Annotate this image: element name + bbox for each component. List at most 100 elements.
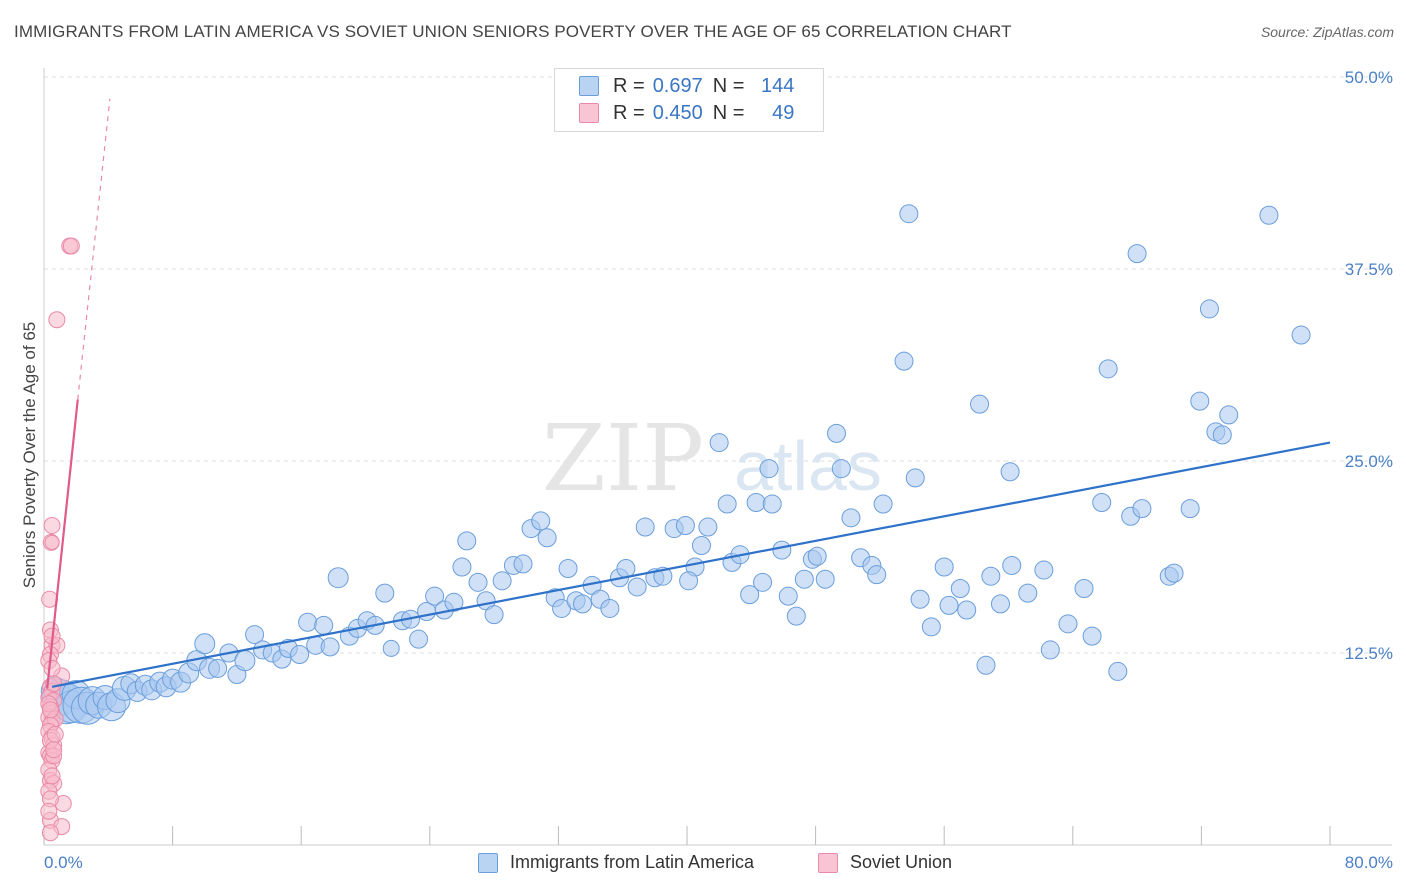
y-tick-label: 25.0% — [1345, 452, 1393, 471]
data-point-latin-america — [675, 516, 695, 536]
data-point-latin-america — [1219, 405, 1239, 425]
data-point-latin-america — [794, 569, 814, 589]
data-point-latin-america — [1000, 462, 1020, 482]
data-point-latin-america — [320, 637, 340, 657]
data-point-latin-america — [1212, 425, 1232, 445]
data-point-latin-america — [425, 586, 445, 606]
data-point-latin-america — [573, 594, 593, 614]
data-point-latin-america — [375, 583, 395, 603]
legend-n-value: 49 — [772, 101, 795, 124]
data-point-latin-america — [740, 585, 760, 605]
y-tick-label: 50.0% — [1345, 68, 1393, 87]
data-point-latin-america — [981, 566, 1001, 586]
legend-swatch-blue — [579, 76, 599, 96]
series-legend-soviet-union: Soviet Union — [818, 852, 952, 873]
data-point-latin-america — [778, 586, 798, 606]
data-point-latin-america — [1132, 499, 1152, 519]
data-point-latin-america — [746, 492, 766, 512]
series-soviet-union — [40, 237, 80, 842]
data-point-soviet-union — [43, 767, 61, 785]
data-point-latin-america — [290, 645, 310, 665]
data-point-latin-america — [709, 433, 729, 453]
data-point-latin-america — [934, 557, 954, 577]
data-point-latin-america — [1074, 578, 1094, 598]
data-point-latin-america — [867, 565, 887, 585]
data-point-latin-america — [976, 655, 996, 675]
data-point-latin-america — [970, 394, 990, 414]
data-point-soviet-union — [46, 725, 64, 743]
data-point-latin-america — [513, 554, 533, 574]
x-tick-label: 80.0% — [1345, 853, 1393, 872]
data-point-latin-america — [679, 571, 699, 591]
trendline-latin-america — [51, 441, 1331, 688]
data-point-latin-america — [1199, 299, 1219, 319]
data-point-latin-america — [245, 625, 265, 645]
data-point-latin-america — [635, 517, 655, 537]
data-point-soviet-union — [44, 534, 60, 550]
data-point-latin-america — [1040, 640, 1060, 660]
watermark-zip: ZIP — [542, 405, 704, 512]
data-point-latin-america — [537, 528, 557, 548]
data-point-latin-america — [899, 204, 919, 224]
data-point-latin-america — [531, 511, 551, 531]
data-point-latin-america — [950, 578, 970, 598]
series-name-soviet-union: Soviet Union — [850, 852, 953, 872]
data-point-latin-america — [873, 494, 893, 514]
x-tick-label: 0.0% — [44, 853, 83, 872]
legend-n-label: N = — [712, 101, 745, 124]
trendline-soviet-union-extension — [77, 98, 111, 400]
data-point-soviet-union — [41, 701, 59, 719]
data-point-latin-america — [1058, 614, 1078, 634]
data-point-latin-america — [1190, 391, 1210, 411]
legend-r-label: R = — [613, 101, 645, 124]
data-point-latin-america — [627, 577, 647, 597]
data-point-latin-america — [841, 508, 861, 528]
data-point-latin-america — [921, 617, 941, 637]
y-axis-label: Seniors Poverty Over the Age of 65 — [20, 321, 39, 589]
data-point-latin-america — [1127, 244, 1147, 264]
data-point-latin-america — [762, 494, 782, 514]
watermark-atlas: atlas — [734, 427, 882, 505]
data-point-latin-america — [759, 459, 779, 479]
legend-r-label: R = — [613, 74, 645, 97]
data-point-latin-america — [717, 494, 737, 514]
data-point-latin-america — [208, 658, 228, 678]
data-point-soviet-union — [41, 824, 59, 842]
series-swatch-pink — [818, 852, 838, 873]
data-point-latin-america — [314, 615, 334, 635]
axes — [43, 68, 1392, 846]
data-point-latin-america — [772, 540, 792, 560]
legend-r-value: 0.450 — [652, 101, 703, 124]
correlation-legend: R = 0.697 N = 144 R = 0.450 N = 49 — [554, 68, 824, 132]
data-point-latin-america — [957, 600, 977, 620]
data-point-latin-america — [1082, 626, 1102, 646]
legend-row-soviet-union: R = 0.450 N = 49 — [579, 100, 794, 126]
data-point-latin-america — [1034, 560, 1054, 580]
data-point-soviet-union — [48, 311, 66, 329]
data-point-latin-america — [990, 594, 1010, 614]
y-tick-label: 37.5% — [1345, 260, 1393, 279]
data-point-latin-america — [327, 567, 349, 589]
data-point-soviet-union — [62, 237, 80, 255]
legend-n-value: 144 — [761, 74, 795, 97]
data-point-latin-america — [1180, 499, 1200, 519]
legend-swatch-pink — [579, 103, 599, 123]
data-point-latin-america — [600, 598, 620, 618]
source-label: Source: ZipAtlas.com — [1260, 24, 1394, 40]
data-point-latin-america — [1291, 325, 1311, 345]
data-point-soviet-union — [43, 517, 61, 535]
data-point-latin-america — [468, 572, 488, 592]
data-point-soviet-union — [40, 802, 58, 820]
data-point-latin-america — [234, 650, 256, 672]
data-point-latin-america — [558, 559, 578, 579]
series-name-latin-america: Immigrants from Latin America — [510, 852, 755, 872]
tick-labels: 12.5% 25.0% 37.5% 50.0% 0.0% 80.0% — [44, 68, 1393, 872]
data-point-latin-america — [807, 546, 827, 566]
data-point-latin-america — [753, 572, 773, 592]
data-point-latin-america — [1002, 555, 1022, 575]
data-point-latin-america — [831, 459, 851, 479]
data-point-latin-america — [1164, 563, 1184, 583]
data-point-latin-america — [939, 595, 959, 615]
watermark: ZIP atlas — [542, 405, 882, 512]
